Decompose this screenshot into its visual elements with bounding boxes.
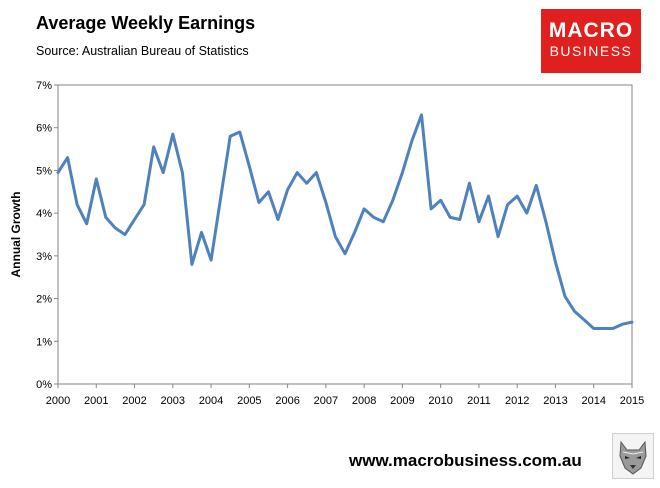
- x-tick-label: 2014: [581, 395, 605, 407]
- x-tick-label: 2010: [428, 395, 452, 407]
- x-tick-label: 2012: [505, 395, 529, 407]
- y-tick-label: 4%: [36, 208, 52, 220]
- wolf-icon: [612, 433, 654, 479]
- x-tick-label: 2011: [467, 395, 491, 407]
- y-tick-label: 0%: [36, 379, 52, 391]
- x-tick-label: 2000: [46, 395, 70, 407]
- x-tick-label: 2003: [161, 395, 185, 407]
- y-tick-label: 7%: [36, 80, 52, 92]
- chart-subtitle: Source: Australian Bureau of Statistics: [36, 44, 249, 58]
- x-tick-label: 2007: [314, 395, 338, 407]
- logo-line1: MACRO: [548, 19, 634, 42]
- x-tick-label: 2005: [237, 395, 261, 407]
- chart-title: Average Weekly Earnings: [36, 13, 256, 33]
- x-tick-label: 2004: [199, 395, 223, 407]
- x-tick-label: 2013: [543, 395, 567, 407]
- y-tick-label: 2%: [36, 294, 52, 306]
- y-tick-label: 6%: [36, 123, 52, 135]
- x-tick-label: 2008: [352, 395, 376, 407]
- y-axis-label: Annual Growth: [9, 192, 23, 278]
- y-tick-label: 3%: [36, 251, 52, 263]
- x-tick-label: 2001: [84, 395, 108, 407]
- logo-line2: BUSINESS: [549, 43, 633, 59]
- y-tick-label: 5%: [36, 165, 52, 177]
- x-tick-label: 2015: [620, 395, 644, 407]
- macrobusiness-logo: MACRO BUSINESS: [541, 9, 641, 73]
- x-tick-label: 2006: [275, 395, 299, 407]
- series-line: [56, 113, 634, 330]
- x-tick-label: 2002: [122, 395, 146, 407]
- y-tick-label: 1%: [36, 336, 52, 348]
- x-tick-label: 2009: [390, 395, 414, 407]
- footer-url: www.macrobusiness.com.au: [349, 451, 582, 470]
- plot-area-border: [57, 84, 633, 385]
